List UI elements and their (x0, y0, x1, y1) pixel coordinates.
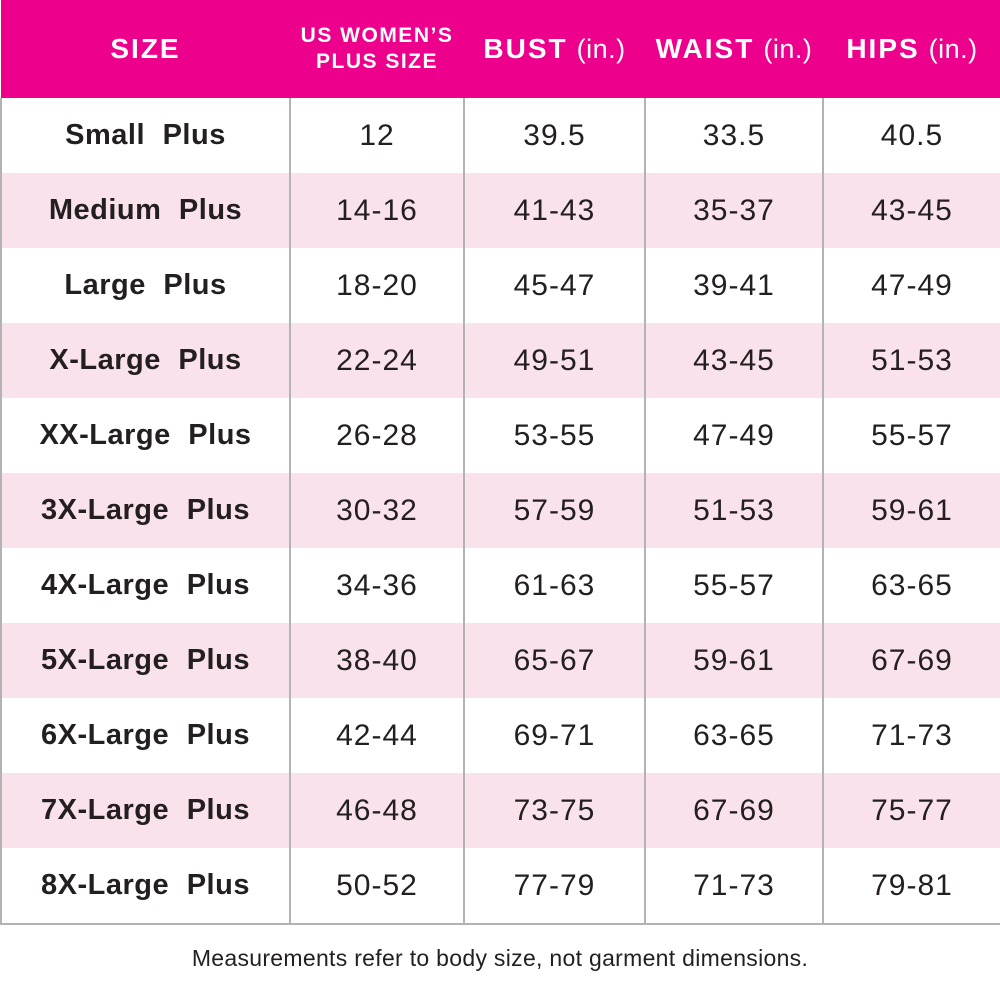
cell-us-size: 14-16 (290, 173, 465, 248)
table-row-6x-large-plus: 6X-Large Plus 42-44 69-71 63-65 71-73 (0, 698, 1000, 773)
column-header-us-line1: US WOMEN’S (300, 23, 454, 47)
column-header-waist-unit: (in.) (763, 34, 813, 64)
cell-size-label: XX-Large Plus (0, 398, 291, 473)
cell-hips: 79-81 (823, 848, 1000, 925)
cell-hips: 63-65 (823, 548, 1000, 623)
cell-waist: 51-53 (645, 473, 824, 548)
cell-us-size: 26-28 (290, 398, 465, 473)
cell-waist: 47-49 (645, 398, 824, 473)
cell-size-label: X-Large Plus (0, 323, 291, 398)
cell-bust: 65-67 (464, 623, 646, 698)
cell-bust: 57-59 (464, 473, 646, 548)
cell-waist: 67-69 (645, 773, 824, 848)
cell-hips: 55-57 (823, 398, 1000, 473)
cell-waist: 43-45 (645, 323, 824, 398)
cell-us-size: 34-36 (290, 548, 465, 623)
cell-size-label: 3X-Large Plus (0, 473, 291, 548)
column-header-size: SIZE (1, 0, 290, 98)
cell-hips: 51-53 (823, 323, 1000, 398)
cell-bust: 39.5 (464, 98, 646, 173)
column-header-us-womens-plus-size: US WOMEN’S PLUS SIZE (290, 0, 464, 98)
cell-bust: 49-51 (464, 323, 646, 398)
column-header-hips-label: HIPS (846, 33, 920, 64)
column-header-bust: BUST (in.) (464, 0, 645, 98)
table-row-7x-large-plus: 7X-Large Plus 46-48 73-75 67-69 75-77 (0, 773, 1000, 848)
column-header-us-line2: PLUS SIZE (315, 50, 439, 73)
cell-bust: 41-43 (464, 173, 646, 248)
table-row-small-plus: Small Plus 12 39.5 33.5 40.5 (0, 98, 1000, 173)
cell-waist: 55-57 (645, 548, 824, 623)
cell-waist: 59-61 (645, 623, 824, 698)
cell-hips: 71-73 (823, 698, 1000, 773)
cell-bust: 77-79 (464, 848, 646, 925)
cell-waist: 71-73 (645, 848, 824, 925)
cell-size-label: Medium Plus (0, 173, 291, 248)
cell-hips: 47-49 (823, 248, 1000, 323)
cell-size-label: 5X-Large Plus (0, 623, 291, 698)
cell-size-label: Small Plus (0, 98, 291, 173)
table-row-4x-large-plus: 4X-Large Plus 34-36 61-63 55-57 63-65 (0, 548, 1000, 623)
cell-hips: 40.5 (823, 98, 1000, 173)
header-row: SIZE US WOMEN’S PLUS SIZE BUST (in.) WAIS… (1, 0, 1000, 98)
cell-hips: 75-77 (823, 773, 1000, 848)
cell-size-label: 6X-Large Plus (0, 698, 291, 773)
column-header-hips-unit: (in.) (928, 34, 978, 64)
cell-hips: 43-45 (823, 173, 1000, 248)
cell-waist: 39-41 (645, 248, 824, 323)
column-header-waist: WAIST (in.) (645, 0, 823, 98)
cell-us-size: 38-40 (290, 623, 465, 698)
table-row-3x-large-plus: 3X-Large Plus 30-32 57-59 51-53 59-61 (0, 473, 1000, 548)
column-header-hips: HIPS (in.) (823, 0, 1000, 98)
table-row-8x-large-plus: 8X-Large Plus 50-52 77-79 71-73 79-81 (0, 848, 1000, 925)
cell-hips: 67-69 (823, 623, 1000, 698)
cell-hips: 59-61 (823, 473, 1000, 548)
cell-bust: 53-55 (464, 398, 646, 473)
cell-us-size: 18-20 (290, 248, 465, 323)
column-header-bust-unit: (in.) (576, 34, 626, 64)
table-row-xx-large-plus: XX-Large Plus 26-28 53-55 47-49 55-57 (0, 398, 1000, 473)
cell-bust: 69-71 (464, 698, 646, 773)
cell-us-size: 22-24 (290, 323, 465, 398)
cell-size-label: Large Plus (0, 248, 291, 323)
cell-us-size: 50-52 (290, 848, 465, 925)
cell-size-label: 8X-Large Plus (0, 848, 291, 925)
cell-bust: 45-47 (464, 248, 646, 323)
table-row-x-large-plus: X-Large Plus 22-24 49-51 43-45 51-53 (0, 323, 1000, 398)
cell-us-size: 46-48 (290, 773, 465, 848)
cell-us-size: 42-44 (290, 698, 465, 773)
cell-size-label: 4X-Large Plus (0, 548, 291, 623)
cell-size-label: 7X-Large Plus (0, 773, 291, 848)
footnote: Measurements refer to body size, not gar… (191, 945, 809, 971)
cell-us-size: 12 (290, 98, 465, 173)
cell-waist: 63-65 (645, 698, 824, 773)
cell-waist: 35-37 (645, 173, 824, 248)
table-row-5x-large-plus: 5X-Large Plus 38-40 65-67 59-61 67-69 (0, 623, 1000, 698)
cell-waist: 33.5 (645, 98, 824, 173)
cell-us-size: 30-32 (290, 473, 465, 548)
column-header-bust-label: BUST (483, 33, 568, 64)
cell-bust: 73-75 (464, 773, 646, 848)
table-row-large-plus: Large Plus 18-20 45-47 39-41 47-49 (0, 248, 1000, 323)
size-chart-table: SIZE US WOMEN’S PLUS SIZE BUST (in.) WAIS… (0, 0, 1000, 925)
column-header-waist-label: WAIST (655, 33, 755, 64)
table-row-medium-plus: Medium Plus 14-16 41-43 35-37 43-45 (0, 173, 1000, 248)
cell-bust: 61-63 (464, 548, 646, 623)
